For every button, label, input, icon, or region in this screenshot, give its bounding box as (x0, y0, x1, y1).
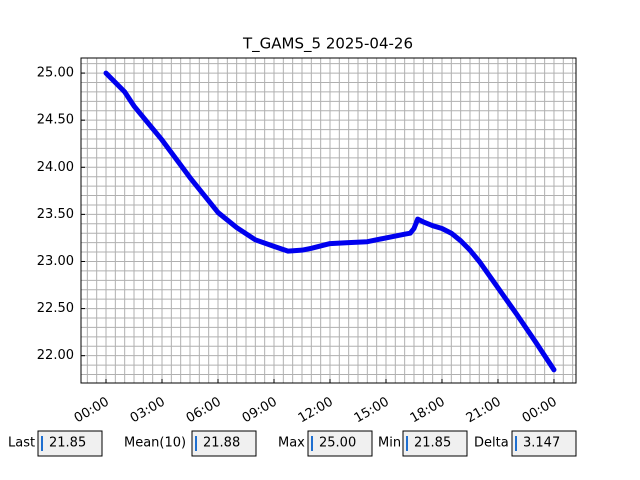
stat-value: 21.85 (414, 436, 451, 451)
stat-label: Min (378, 436, 401, 451)
x-tick-label: 00:00 (520, 395, 560, 427)
stat-label: Max (278, 436, 305, 451)
x-tick-label: 06:00 (184, 395, 224, 427)
stat-value: 3.147 (523, 436, 560, 451)
stat-box (511, 430, 577, 457)
chart-title: T_GAMS_5 2025-04-26 (242, 35, 413, 54)
x-tick-label: 12:00 (296, 395, 336, 427)
x-tick-label: 21:00 (464, 395, 504, 427)
stat-box (307, 430, 373, 457)
stat-value: 21.88 (203, 436, 240, 451)
x-tick-label: 09:00 (240, 395, 280, 427)
y-tick-label: 23.00 (37, 254, 74, 269)
stat-label: Delta (474, 436, 509, 451)
x-tick-label: 03:00 (128, 395, 168, 427)
y-tick-label: 22.00 (37, 348, 74, 363)
stat-box (402, 430, 468, 457)
stat-value: 21.85 (49, 436, 86, 451)
y-tick-label: 25.00 (37, 66, 74, 81)
stat-box (37, 430, 103, 457)
stat-label: Last (8, 436, 35, 451)
y-tick-label: 24.00 (37, 160, 74, 175)
y-tick-label: 22.50 (37, 301, 74, 316)
plot-frame (80, 57, 577, 384)
y-tick-label: 24.50 (37, 113, 74, 128)
stat-box (191, 430, 257, 457)
data-line (103, 70, 557, 373)
x-tick-label: 18:00 (408, 395, 448, 427)
x-tick-label: 00:00 (72, 395, 112, 427)
stat-label: Mean(10) (124, 436, 186, 451)
x-tick-label: 15:00 (352, 395, 392, 427)
stat-value: 25.00 (319, 436, 356, 451)
y-tick-label: 23.50 (37, 207, 74, 222)
